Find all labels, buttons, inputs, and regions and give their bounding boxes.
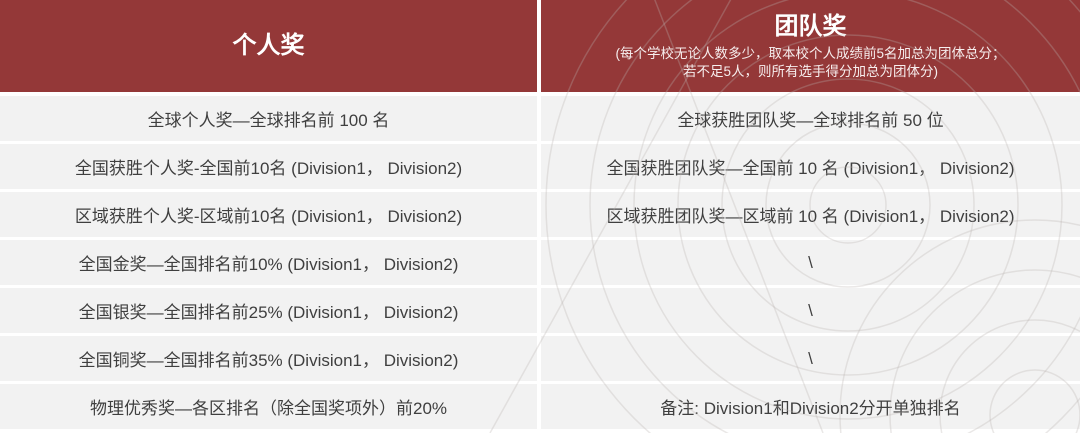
cell-text: 全国铜奖—全国排名前35% (Division1， Division2) [78,351,459,370]
team-award-header: 团队奖 (每个学校无论人数多少，取本校个人成绩前5名加总为团体总分； 若不足5人… [541,0,1080,92]
individual-award-cell: 全球个人奖—全球排名前 100 名 [0,96,537,141]
table-row: 全球个人奖—全球排名前 100 名 全球获胜团队奖—全球排名前 50 位 [0,96,1080,141]
cell-text: 区域获胜个人奖-区域前10名 (Division1， Division2) [74,207,463,226]
table-row: 全国获胜个人奖-全国前10名 (Division1， Division2) 全国… [0,144,1080,189]
cell-text: 全国银奖—全国排名前25% (Division1， Division2) [78,303,459,322]
individual-award-cell: 区域获胜个人奖-区域前10名 (Division1， Division2) [0,192,537,237]
team-award-title: 团队奖 [774,12,847,40]
row-divider [0,381,1080,384]
team-award-cell: \ [541,240,1080,285]
cell-text: 全国获胜团队奖—全国前 10 名 (Division1， Division2) [606,159,1015,178]
cell-text: 全球获胜团队奖—全球排名前 50 位 [677,111,944,130]
cell-text: 备注: Division1和Division2分开单独排名 [660,399,961,418]
table-row: 全国金奖—全国排名前10% (Division1， Division2) \ [0,240,1080,285]
team-award-note-line1: (每个学校无论人数多少，取本校个人成绩前5名加总为团体总分； [615,45,1006,61]
cell-text: \ [808,348,813,368]
team-award-cell: 区域获胜团队奖—区域前 10 名 (Division1， Division2) [541,192,1080,237]
row-divider [0,189,1080,192]
row-divider [0,333,1080,336]
cell-text: 全国获胜个人奖-全国前10名 (Division1， Division2) [74,159,463,178]
individual-award-cell: 全国银奖—全国排名前25% (Division1， Division2) [0,288,537,333]
column-divider [537,240,541,285]
column-divider [537,0,541,92]
team-award-note-cell: 备注: Division1和Division2分开单独排名 [541,384,1080,429]
team-award-cell: \ [541,336,1080,381]
individual-award-cell: 物理优秀奖—各区排名（除全国奖项外）前20% [0,384,537,429]
team-award-cell: \ [541,288,1080,333]
individual-award-title: 个人奖 [232,32,305,59]
row-divider [0,92,1080,96]
team-award-cell: 全国获胜团队奖—全国前 10 名 (Division1， Division2) [541,144,1080,189]
team-award-cell: 全球获胜团队奖—全球排名前 50 位 [541,96,1080,141]
cell-text: \ [808,300,813,320]
row-divider [0,141,1080,144]
cell-text: \ [808,252,813,272]
column-divider [537,288,541,333]
team-award-note-line2: 若不足5人，则所有选手得分加总为团体分) [682,63,938,79]
table-row: 区域获胜个人奖-区域前10名 (Division1， Division2) 区域… [0,192,1080,237]
individual-award-cell: 全国铜奖—全国排名前35% (Division1， Division2) [0,336,537,381]
cell-text: 物理优秀奖—各区排名（除全国奖项外）前20% [89,399,448,418]
table-row: 全国银奖—全国排名前25% (Division1， Division2) \ [0,288,1080,333]
individual-award-header: 个人奖 [0,0,537,92]
column-divider [537,336,541,381]
individual-award-cell: 全国获胜个人奖-全国前10名 (Division1， Division2) [0,144,537,189]
cell-text: 全球个人奖—全球排名前 100 名 [147,111,390,130]
cell-text: 全国金奖—全国排名前10% (Division1， Division2) [78,255,459,274]
row-divider [0,237,1080,240]
column-divider [537,96,541,141]
column-divider [537,144,541,189]
table-header-row: 个人奖 团队奖 (每个学校无论人数多少，取本校个人成绩前5名加总为团体总分； 若… [0,0,1080,92]
row-divider [0,285,1080,288]
table-row: 全国铜奖—全国排名前35% (Division1， Division2) \ [0,336,1080,381]
cell-text: 区域获胜团队奖—区域前 10 名 (Division1， Division2) [606,207,1015,226]
table-row: 物理优秀奖—各区排名（除全国奖项外）前20% 备注: Division1和Div… [0,384,1080,429]
individual-award-cell: 全国金奖—全国排名前10% (Division1， Division2) [0,240,537,285]
column-divider [537,384,541,429]
column-divider [537,192,541,237]
